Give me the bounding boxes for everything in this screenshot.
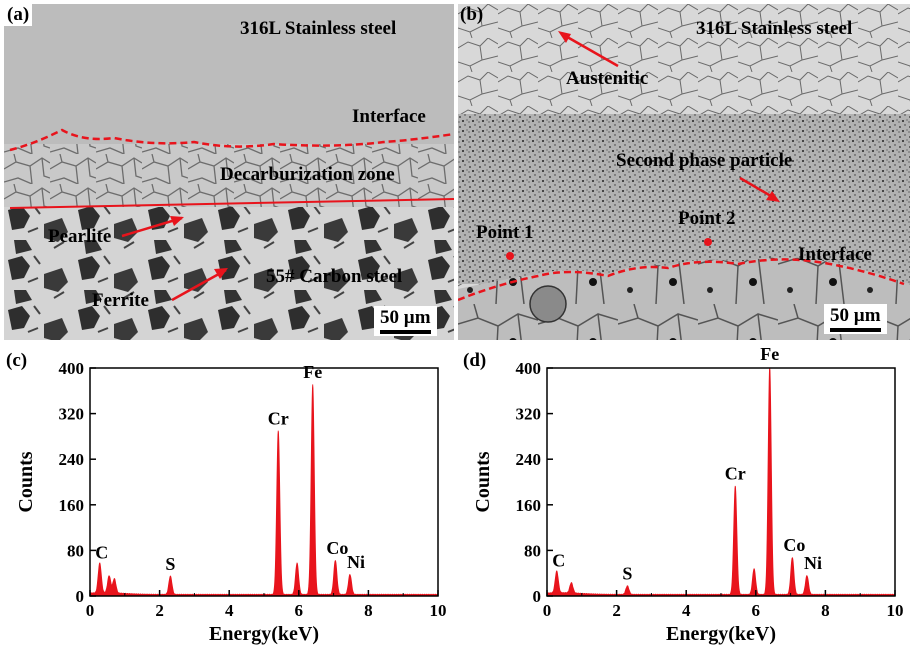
x-tick-label: 6: [752, 601, 761, 620]
x-tick-label: 0: [543, 601, 552, 620]
x-axis-label: Energy(keV): [666, 623, 776, 645]
y-tick-label: 0: [533, 587, 542, 606]
y-tick-label: 240: [516, 450, 542, 469]
second-phase-particle-label: Second phase particle: [616, 150, 793, 171]
peak-label-cr: Cr: [725, 464, 746, 484]
micrograph-a: (a) 316L Stainless steel Interface Decar…: [4, 4, 454, 340]
pearlite-label: Pearlite: [48, 226, 112, 247]
y-tick-label: 320: [59, 405, 85, 424]
y-tick-label: 400: [59, 359, 85, 378]
plot-frame: [89, 367, 439, 597]
point-1-label: Point 1: [476, 222, 534, 243]
y-tick-label: 160: [59, 496, 85, 515]
y-tick-label: 320: [516, 405, 542, 424]
panel-a-interface-label: Interface: [352, 106, 426, 127]
scale-bar-b-label: 50 µm: [830, 305, 881, 326]
x-tick-label: 0: [86, 601, 95, 620]
decarburization-zone-label: Decarburization zone: [220, 164, 395, 185]
peak-label-c: C: [95, 542, 108, 562]
spectrum-series: [546, 367, 896, 597]
y-axis-label: Counts: [15, 451, 37, 512]
panel-tag: (c): [6, 350, 27, 371]
scale-bar-a-label: 50 µm: [380, 307, 431, 328]
panel-b-interface-label: Interface: [798, 244, 872, 265]
x-tick-label: 2: [612, 601, 621, 620]
y-tick-label: 400: [516, 359, 542, 378]
x-tick-label: 2: [155, 601, 164, 620]
x-tick-label: 4: [682, 601, 691, 620]
peak-label-s: S: [165, 554, 175, 574]
x-tick-label: 8: [364, 601, 373, 620]
spectrum-series: [89, 384, 439, 597]
y-tick-label: 80: [524, 541, 541, 560]
x-tick-label: 10: [887, 601, 904, 620]
peak-label-ni: Ni: [804, 553, 822, 573]
y-axis-label: Counts: [472, 451, 494, 512]
panel-tag: (d): [463, 350, 486, 371]
eds-spectrum-d: (d) 0 2 4 6 8 10 0 80 160 240 320 400 Energy(keV) Coun…: [463, 344, 904, 645]
austenitic-label: Austenitic: [566, 68, 649, 89]
peak-label-c: C: [552, 550, 565, 570]
panel-a-top-material: 316L Stainless steel: [240, 18, 397, 39]
panel-a-tag: (a): [4, 4, 33, 26]
micrograph-b: (b) 316L Stainless steel Austenitic Seco…: [458, 4, 910, 340]
plot-frame: [546, 367, 896, 597]
peak-label-fe: Fe: [760, 344, 779, 364]
x-tick-label: 8: [821, 601, 830, 620]
eds-spectrum-c: (c) 0 2 4 6 8 10 0 80 160 240 320 400 Energy(keV) Coun…: [6, 350, 447, 645]
x-tick-label: 10: [430, 601, 447, 620]
panel-b-top-material: 316L Stainless steel: [696, 18, 853, 39]
x-tick-label: 4: [225, 601, 234, 620]
point-2-label: Point 2: [678, 208, 736, 229]
ferrite-label: Ferrite: [92, 290, 149, 311]
panel-b-tag: (b): [460, 4, 484, 25]
y-tick-label: 0: [76, 587, 85, 606]
peak-label-co: Co: [326, 538, 348, 558]
peak-label-fe: Fe: [303, 362, 322, 382]
y-tick-label: 240: [59, 450, 85, 469]
peak-label-ni: Ni: [347, 552, 365, 572]
micrograph-b-image: [458, 4, 910, 340]
y-tick-label: 80: [67, 541, 84, 560]
y-tick-label: 160: [516, 496, 542, 515]
peak-label-co: Co: [783, 535, 805, 555]
peak-label-cr: Cr: [268, 408, 289, 428]
x-tick-label: 6: [295, 601, 304, 620]
scale-bar-a: 50 µm: [374, 306, 437, 336]
scale-bar-b: 50 µm: [824, 304, 887, 334]
x-axis-label: Energy(keV): [209, 623, 319, 645]
panel-a-bottom-material: 55# Carbon steel: [266, 266, 403, 287]
peak-label-s: S: [622, 563, 632, 583]
